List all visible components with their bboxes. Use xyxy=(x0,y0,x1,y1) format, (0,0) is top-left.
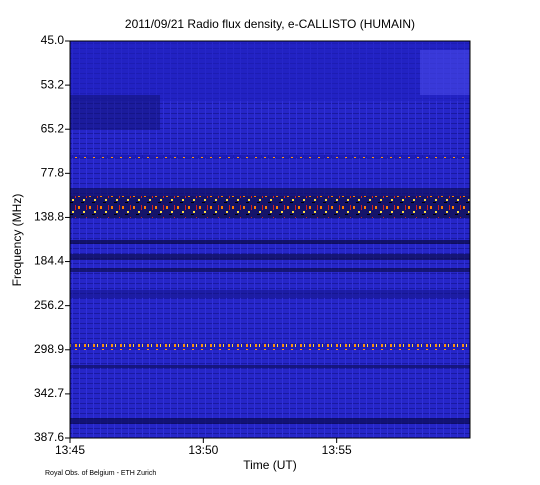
y-tick-label: 138.8 xyxy=(34,210,64,224)
y-tick-label: 45.0 xyxy=(41,33,65,47)
y-tick-label: 342.7 xyxy=(34,386,64,400)
x-tick-label: 13:55 xyxy=(322,443,352,457)
y-tick-label: 298.9 xyxy=(34,342,64,356)
y-tick-label: 77.8 xyxy=(41,166,65,180)
y-tick-label: 256.2 xyxy=(34,298,64,312)
chart-title: 2011/09/21 Radio flux density, e-CALLIST… xyxy=(125,17,415,31)
y-tick-label: 387.6 xyxy=(34,430,64,444)
y-axis-label: Frequency (MHz) xyxy=(10,194,24,287)
x-tick-label: 13:50 xyxy=(188,443,218,457)
spectrogram-image xyxy=(69,40,471,439)
credit: Royal Obs. of Belgium - ETH Zurich xyxy=(45,470,156,477)
x-axis-label: Time (UT) xyxy=(243,458,297,472)
y-tick-label: 53.2 xyxy=(41,77,65,91)
y-tick-label: 65.2 xyxy=(41,121,65,135)
y-tick-label: 184.4 xyxy=(34,254,64,268)
x-tick-label: 13:45 xyxy=(55,443,85,457)
